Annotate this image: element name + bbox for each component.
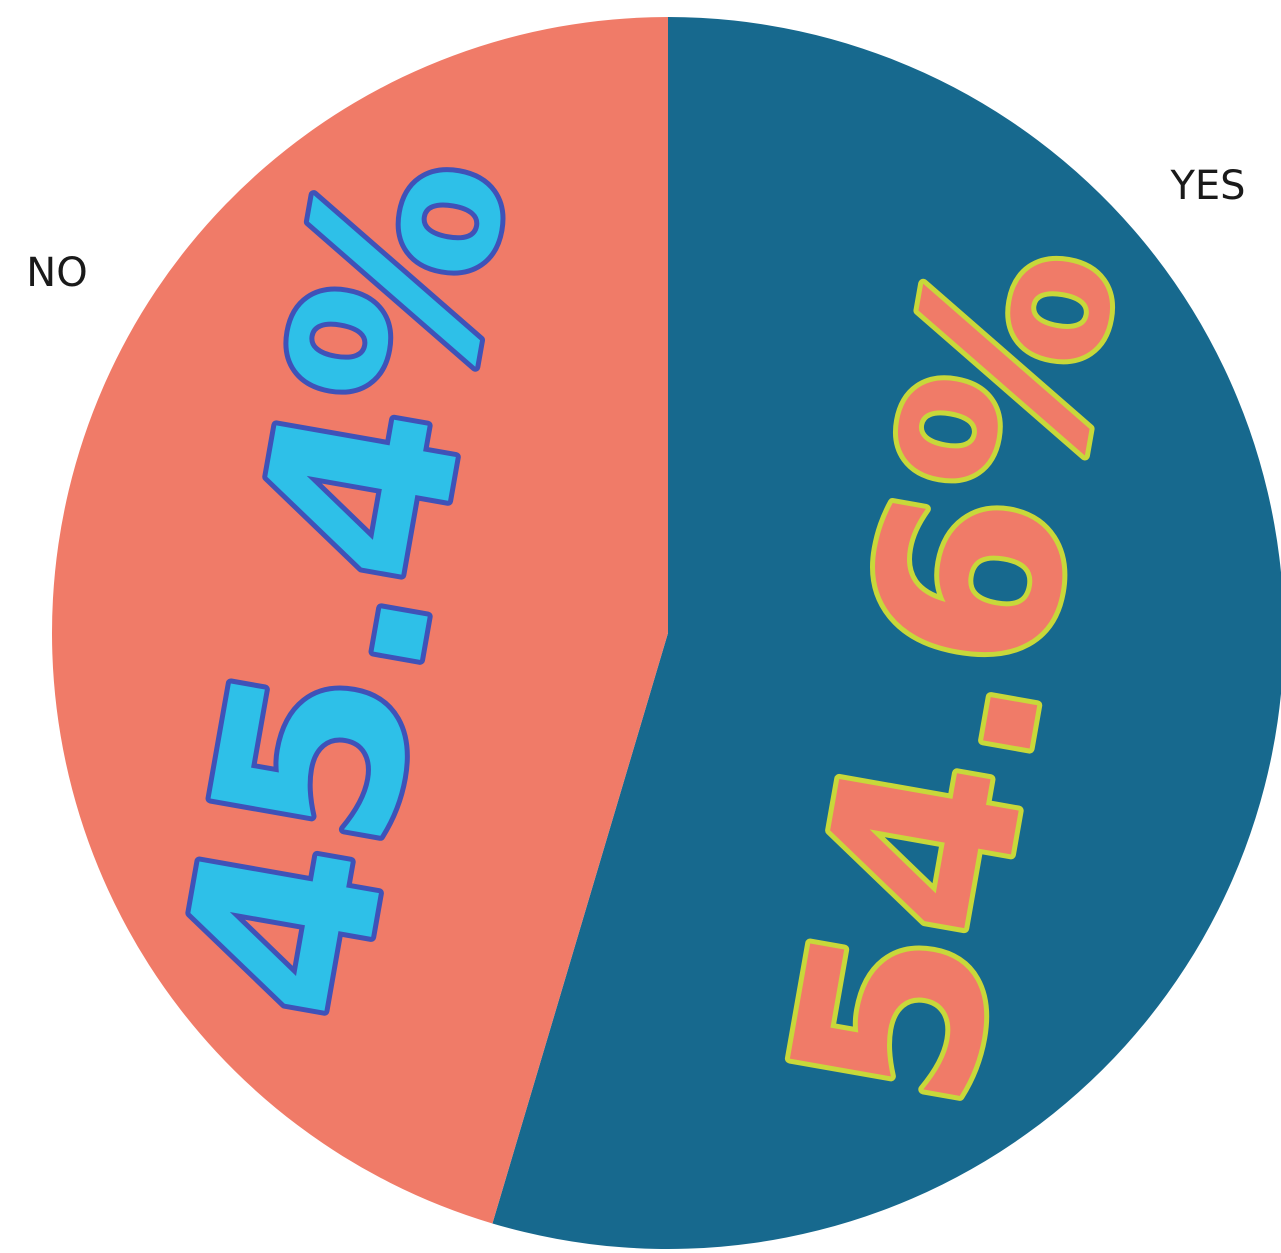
pie-slice (51, 17, 668, 1224)
category-label: NO (26, 250, 87, 296)
category-label: YES (1169, 163, 1245, 209)
pie-slice (492, 17, 1281, 1249)
